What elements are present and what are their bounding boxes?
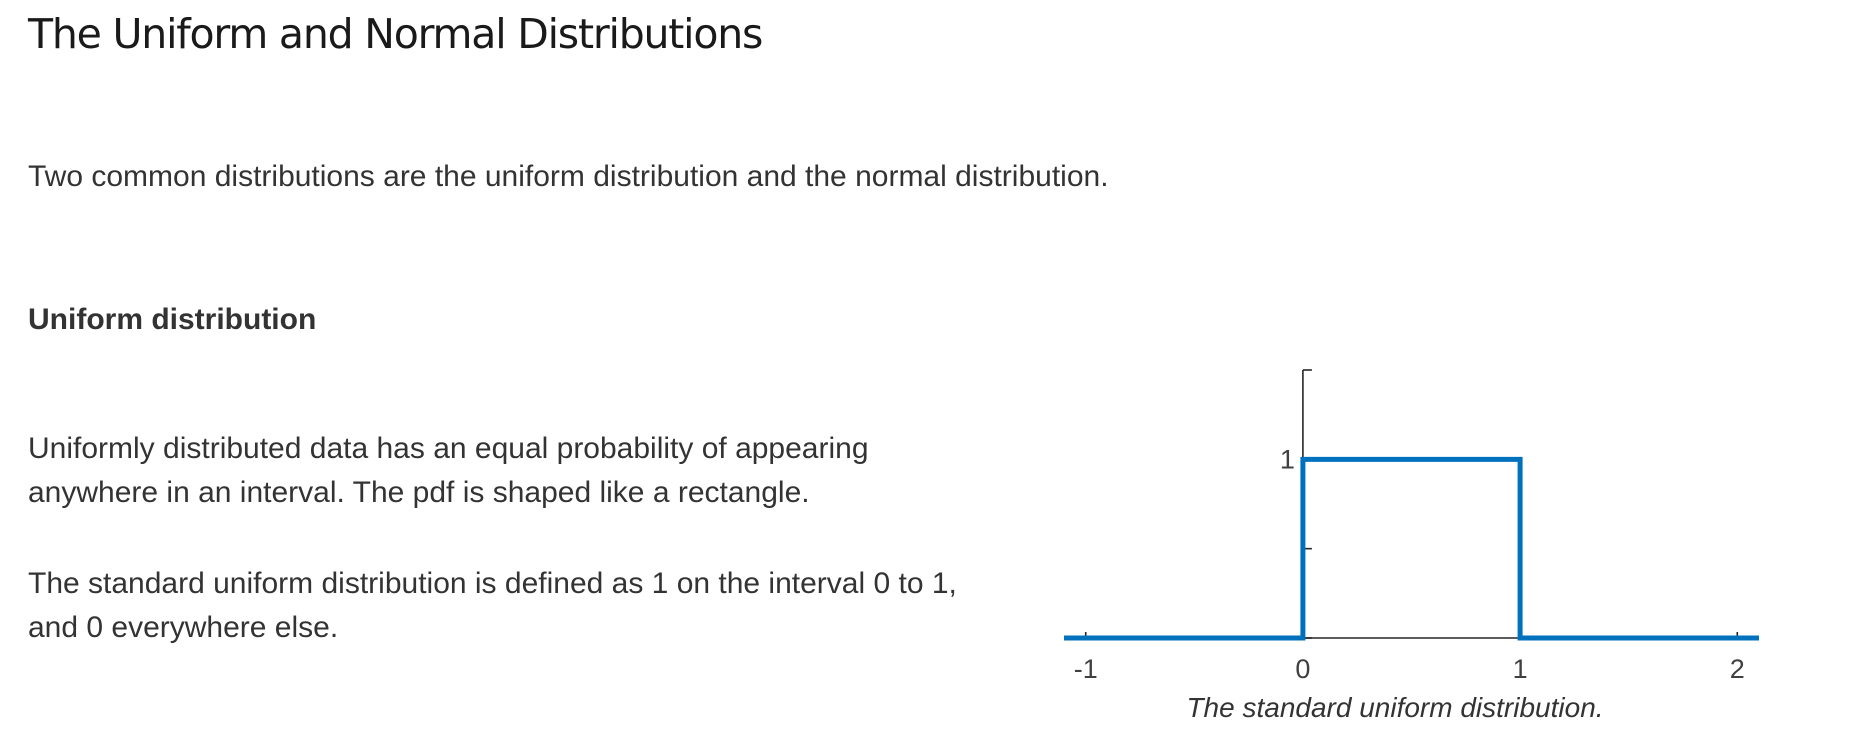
standard-uniform-definition-paragraph: The standard uniform distribution is def… bbox=[28, 567, 957, 644]
uniform-pdf-line bbox=[1064, 456, 1759, 641]
uniform-description-paragraph: Uniformly distributed data has an equal … bbox=[28, 432, 869, 509]
y-tick-label: 1 bbox=[1280, 444, 1295, 474]
page-title: The Uniform and Normal Distributions bbox=[28, 10, 763, 58]
intro-paragraph: Two common distributions are the uniform… bbox=[28, 160, 1109, 193]
x-tick-label: 0 bbox=[1295, 654, 1310, 684]
figure-caption: The standard uniform distribution. bbox=[1186, 692, 1604, 723]
section-heading-uniform: Uniform distribution bbox=[28, 303, 317, 336]
x-tick-label: -1 bbox=[1074, 654, 1098, 684]
x-tick-label: 1 bbox=[1513, 654, 1528, 684]
x-tick-label: 2 bbox=[1730, 654, 1745, 684]
